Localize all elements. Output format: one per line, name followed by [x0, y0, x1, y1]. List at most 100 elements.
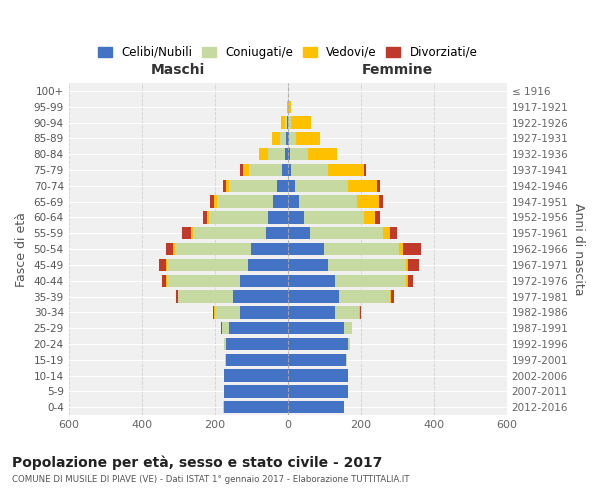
Bar	[240, 164, 243, 176]
Text: COMUNE DI MUSILE DI PIAVE (VE) - Dati ISTAT 1° gennaio 2017 - Elaborazione TUTTI: COMUNE DI MUSILE DI PIAVE (VE) - Dati IS…	[12, 475, 409, 484]
Bar	[268, 148, 285, 160]
Bar	[223, 401, 224, 413]
Bar	[390, 290, 391, 302]
Bar	[285, 116, 287, 128]
Bar	[287, 354, 346, 366]
Text: Maschi: Maschi	[151, 62, 205, 76]
Bar	[224, 385, 287, 398]
Bar	[210, 196, 214, 208]
Text: Popolazione per età, sesso e stato civile - 2017: Popolazione per età, sesso e stato civil…	[12, 455, 382, 469]
Bar	[287, 338, 348, 350]
Bar	[203, 212, 208, 224]
Bar	[213, 306, 214, 318]
Bar	[226, 338, 287, 350]
Bar	[167, 258, 248, 271]
Bar	[379, 196, 383, 208]
Bar	[287, 385, 348, 398]
Bar	[229, 180, 277, 192]
Bar	[359, 306, 361, 318]
Bar	[208, 212, 209, 224]
Bar	[408, 274, 413, 287]
Bar	[224, 338, 226, 350]
Bar	[383, 227, 390, 239]
Bar	[292, 164, 328, 176]
Text: Femmine: Femmine	[362, 62, 433, 76]
Bar	[287, 212, 304, 224]
Bar	[178, 290, 233, 302]
Bar	[268, 212, 287, 224]
Bar	[191, 227, 193, 239]
Bar	[364, 164, 366, 176]
Bar	[287, 148, 290, 160]
Bar	[221, 322, 222, 334]
Bar	[296, 132, 320, 144]
Bar	[406, 258, 408, 271]
Bar	[281, 116, 285, 128]
Bar	[328, 258, 406, 271]
Y-axis label: Anni di nascita: Anni di nascita	[572, 203, 585, 296]
Bar	[287, 322, 344, 334]
Bar	[162, 274, 166, 287]
Bar	[287, 100, 290, 113]
Bar	[391, 290, 394, 302]
Bar	[339, 290, 390, 302]
Bar	[175, 243, 251, 255]
Bar	[233, 290, 287, 302]
Bar	[346, 354, 347, 366]
Bar	[226, 180, 229, 192]
Bar	[224, 370, 287, 382]
Bar	[399, 243, 403, 255]
Bar	[159, 258, 166, 271]
Bar	[166, 274, 167, 287]
Bar	[166, 243, 173, 255]
Bar	[222, 322, 229, 334]
Bar	[250, 164, 282, 176]
Bar	[287, 84, 289, 97]
Bar	[287, 132, 289, 144]
Bar	[226, 354, 287, 366]
Bar	[390, 227, 397, 239]
Bar	[308, 148, 337, 160]
Bar	[166, 258, 167, 271]
Legend: Celibi/Nubili, Coniugati/e, Vedovi/e, Divorziati/e: Celibi/Nubili, Coniugati/e, Vedovi/e, Di…	[94, 42, 481, 62]
Bar	[272, 132, 280, 144]
Bar	[229, 322, 287, 334]
Bar	[304, 212, 364, 224]
Bar	[287, 401, 344, 413]
Bar	[310, 227, 383, 239]
Bar	[243, 164, 250, 176]
Bar	[273, 196, 287, 208]
Bar	[324, 243, 399, 255]
Bar	[287, 227, 310, 239]
Bar	[215, 306, 240, 318]
Bar	[173, 243, 175, 255]
Bar	[287, 196, 299, 208]
Bar	[280, 132, 286, 144]
Bar	[240, 306, 287, 318]
Bar	[290, 148, 308, 160]
Bar	[406, 274, 408, 287]
Bar	[224, 401, 287, 413]
Bar	[408, 258, 419, 271]
Bar	[287, 180, 295, 192]
Bar	[248, 258, 287, 271]
Y-axis label: Fasce di età: Fasce di età	[15, 212, 28, 286]
Bar	[357, 196, 379, 208]
Bar	[214, 196, 217, 208]
Bar	[223, 180, 226, 192]
Bar	[287, 290, 339, 302]
Bar	[295, 180, 348, 192]
Bar	[285, 148, 287, 160]
Bar	[287, 258, 328, 271]
Bar	[287, 306, 335, 318]
Bar	[209, 212, 268, 224]
Bar	[287, 274, 335, 287]
Bar	[286, 132, 287, 144]
Bar	[328, 164, 364, 176]
Bar	[376, 212, 380, 224]
Bar	[287, 164, 292, 176]
Bar	[240, 274, 287, 287]
Bar	[289, 132, 296, 144]
Bar	[344, 322, 352, 334]
Bar	[176, 290, 178, 302]
